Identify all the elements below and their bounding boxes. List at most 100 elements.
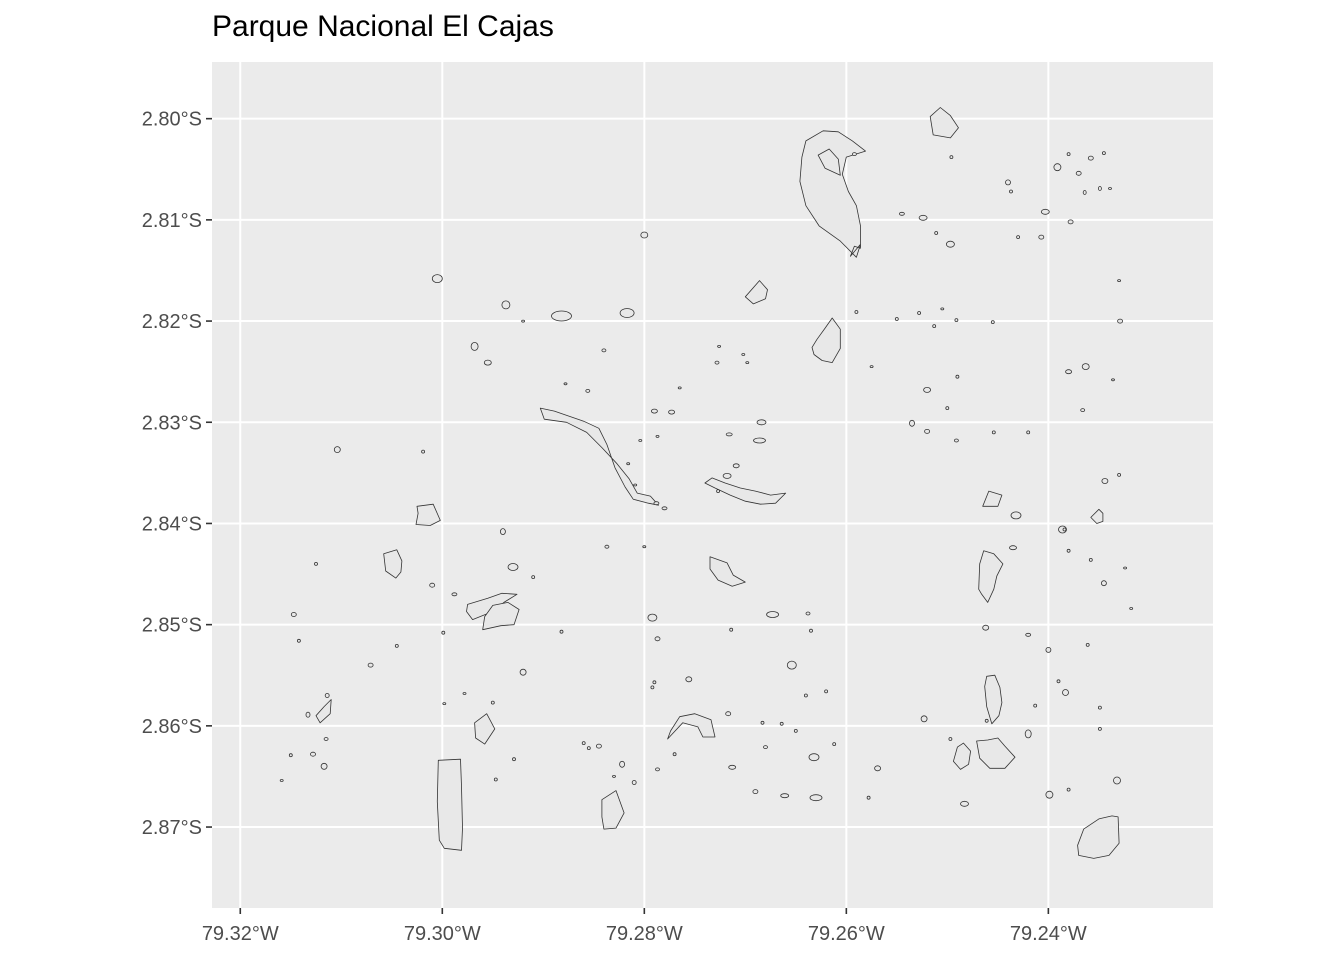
small-lake [290,612,297,617]
small-lake [1066,152,1071,157]
small-lake [732,463,740,469]
small-lake [619,308,635,318]
small-lake [948,737,953,741]
small-lake [1038,234,1045,240]
small-lake [1098,705,1102,710]
small-lake [1082,190,1087,195]
small-lake [1040,208,1050,215]
small-lake [652,680,657,685]
small-lake [531,575,536,579]
small-lake [612,775,616,778]
small-lake [714,360,720,365]
lake-polygon [415,503,441,526]
small-lake [1005,179,1011,186]
lake-polygon [817,148,841,176]
small-lake [1117,279,1121,283]
small-lake [320,762,328,770]
small-lake [808,753,820,762]
lake-polygon [744,280,768,305]
small-lake [661,506,668,511]
small-lake [946,240,955,248]
small-lake [924,428,930,434]
small-lake [493,777,498,782]
small-lake [932,324,937,329]
small-lake [940,307,945,311]
axes: 79.32°W 79.30°W 79.28°W 79.26°W 79.24°W 2.80°… [142,109,1087,945]
x-tick-label: 79.30°W [404,923,481,945]
small-lake [507,563,519,571]
small-lake [604,544,610,549]
small-lake [314,562,318,566]
small-lake [1117,318,1123,324]
y-tick-label: 2.80°S [142,109,202,131]
small-lake [1025,632,1032,637]
small-lake [869,365,874,369]
small-lake [654,636,661,642]
lake-polygon [601,790,625,830]
small-lake [1117,472,1121,477]
small-lake [1075,170,1082,176]
lakes-layer [279,107,1134,859]
small-lake [1009,545,1017,551]
small-lake [909,419,915,427]
y-tick-label: 2.84°S [142,513,202,535]
small-lake [1085,643,1090,647]
small-lake [1045,790,1054,799]
small-lake [1062,689,1069,696]
small-lake [305,711,311,718]
lake-polygon [984,674,1003,725]
small-lake [512,757,516,762]
small-lake [651,408,658,414]
y-tick-label: 2.85°S [142,615,202,637]
x-tick-label: 79.24°W [1010,923,1087,945]
small-lake [638,439,643,442]
lake-polygon [474,713,496,745]
small-lake [1067,219,1074,225]
small-lake [586,746,591,750]
small-lake [852,152,857,157]
small-lake [729,627,734,632]
small-lake [559,629,564,634]
small-lake [563,382,568,386]
lake-polygon [383,549,403,579]
small-lake [824,689,828,694]
small-lake [429,582,436,588]
lake-polygon [811,317,841,364]
lake-polygon [978,550,1004,603]
small-lake [441,630,446,635]
small-lake [954,318,959,323]
small-lake [581,741,586,745]
small-lake [780,793,790,799]
small-lake [685,676,693,683]
small-lake [960,800,969,807]
lake-polygon [953,742,971,770]
small-lake [650,685,655,690]
lake-polygon [929,107,959,139]
small-lake [1098,186,1102,191]
small-lake [521,319,525,323]
small-lake [854,310,859,314]
small-lake [1066,548,1071,553]
lake-polygon [436,758,463,851]
lake-polygon [1077,815,1120,859]
small-lake [483,359,492,366]
small-lake [310,751,316,757]
small-lake [1080,408,1086,413]
small-lake [917,311,921,315]
small-lake [990,320,995,325]
small-lake [551,310,572,322]
small-lake [1045,647,1052,653]
small-lake [631,780,637,785]
small-lake [633,483,638,487]
small-lake [874,765,881,772]
small-lake [323,737,329,741]
small-lake [442,702,447,705]
small-lake [805,611,811,616]
small-lake [596,743,602,749]
small-lake [1111,378,1115,382]
lake-polygon [976,737,1016,769]
small-lake [653,501,660,506]
small-lake [431,274,443,284]
small-lake [793,729,798,733]
small-lake [786,660,797,670]
